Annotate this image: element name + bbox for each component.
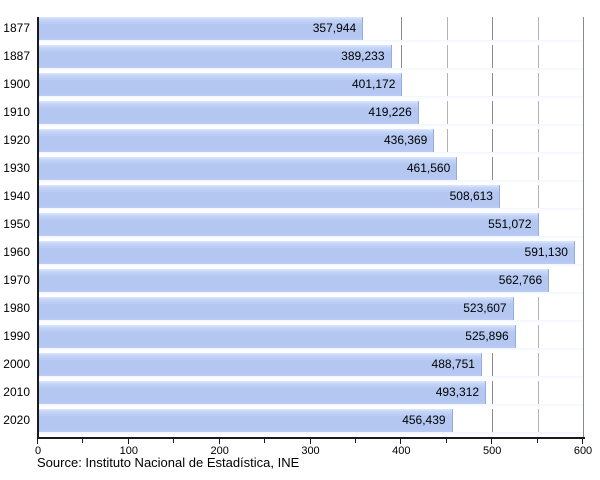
y-axis-label: 1970 bbox=[3, 273, 30, 287]
x-axis-tick-major bbox=[582, 439, 583, 444]
bar-row: 523,607 bbox=[38, 297, 583, 325]
x-axis-tick-label: 100 bbox=[119, 445, 139, 457]
bar-value-label: 525,896 bbox=[465, 329, 509, 343]
bar-2000: 488,751 bbox=[38, 353, 482, 376]
bar-1930: 461,560 bbox=[38, 157, 458, 180]
y-axis-label: 1887 bbox=[3, 49, 30, 63]
x-axis-tick-minor bbox=[354, 439, 356, 443]
gridline-major bbox=[583, 17, 584, 437]
x-axis-tick-major bbox=[37, 439, 38, 444]
bar-value-label: 551,072 bbox=[488, 217, 532, 231]
y-axis-label: 1940 bbox=[3, 189, 30, 203]
bar-row: 401,172 bbox=[38, 73, 583, 101]
y-axis-label: 1950 bbox=[3, 217, 30, 231]
bar-value-label: 508,613 bbox=[449, 189, 493, 203]
bar-row: 419,226 bbox=[38, 101, 583, 129]
bar-value-label: 401,172 bbox=[352, 77, 396, 91]
x-axis-tick-major bbox=[400, 439, 402, 444]
bar-row: 562,766 bbox=[38, 269, 583, 297]
bar-value-label: 419,226 bbox=[368, 105, 412, 119]
y-axis-label: 2010 bbox=[3, 385, 30, 399]
bar-row: 488,751 bbox=[38, 353, 583, 381]
y-axis-label: 1900 bbox=[3, 77, 30, 91]
x-axis-tick-minor bbox=[264, 439, 266, 443]
bar-1990: 525,896 bbox=[38, 325, 516, 348]
x-axis-tick-minor bbox=[445, 439, 447, 443]
y-axis-label: 1930 bbox=[3, 161, 30, 175]
bar-1980: 523,607 bbox=[38, 297, 514, 320]
bar-1900: 401,172 bbox=[38, 73, 403, 96]
x-axis-tick-major bbox=[491, 439, 493, 444]
x-axis-ticks: 0 100 200 300 400 500 600 bbox=[34, 439, 592, 463]
y-axis-label: 1980 bbox=[3, 301, 30, 315]
y-axis-label: 1960 bbox=[3, 245, 30, 259]
bar-1960: 591,130 bbox=[38, 241, 575, 264]
y-axis-label: 2000 bbox=[3, 357, 30, 371]
bar-value-label: 357,944 bbox=[312, 21, 357, 35]
bar-row: 508,613 bbox=[38, 185, 583, 213]
bar-row: 456,439 bbox=[38, 409, 583, 437]
bar-row: 525,896 bbox=[38, 325, 583, 353]
y-axis-labels: 1877 1887 1900 1910 1920 1930 1940 1950 1960 1970… bbox=[0, 17, 33, 437]
bar-2020: 456,439 bbox=[38, 409, 453, 432]
y-axis-label: 1910 bbox=[3, 105, 30, 119]
bar-rows: 357,944 389,233 401,172 419,226 436,369 461,5… bbox=[38, 17, 583, 437]
bar-1940: 508,613 bbox=[38, 185, 500, 208]
x-axis-tick-label: 500 bbox=[482, 445, 502, 457]
bar-value-label: 488,751 bbox=[431, 357, 475, 371]
x-axis-tick-label: 200 bbox=[210, 445, 229, 457]
bar-value-label: 493,312 bbox=[435, 385, 480, 399]
x-axis-tick-label: 600 bbox=[573, 445, 593, 457]
x-axis-tick-minor bbox=[536, 439, 538, 443]
plot-area: 357,944 389,233 401,172 419,226 436,369 461,5… bbox=[38, 17, 584, 437]
bar-row: 493,312 bbox=[38, 381, 583, 409]
x-axis-line bbox=[37, 437, 585, 439]
bar-row: 551,072 bbox=[38, 213, 583, 241]
x-axis-tick-major bbox=[127, 439, 129, 444]
x-axis-tick-label: 0 bbox=[34, 445, 42, 457]
source-text: Source: Instituto Nacional de Estadístic… bbox=[37, 455, 300, 470]
bar-row: 461,560 bbox=[38, 157, 583, 185]
bar-row: 436,369 bbox=[38, 129, 583, 157]
bar-1970: 562,766 bbox=[38, 269, 550, 292]
bar-value-label: 461,560 bbox=[406, 161, 451, 175]
bar-value-label: 562,766 bbox=[498, 273, 543, 287]
bar-1910: 419,226 bbox=[38, 101, 419, 124]
bar-value-label: 456,439 bbox=[402, 413, 446, 427]
y-axis-line bbox=[37, 17, 39, 439]
bar-value-label: 436,369 bbox=[383, 133, 428, 147]
bar-value-label: 523,607 bbox=[463, 301, 507, 315]
x-axis-tick-minor bbox=[173, 439, 175, 443]
bar-1887: 389,233 bbox=[38, 45, 392, 68]
bar-row: 389,233 bbox=[38, 45, 583, 73]
bar-1950: 551,072 bbox=[38, 213, 539, 236]
x-axis-tick-major bbox=[309, 439, 311, 444]
bar-row: 357,944 bbox=[38, 17, 583, 45]
bar-1877: 357,944 bbox=[38, 17, 364, 40]
y-axis-label: 2020 bbox=[3, 413, 30, 427]
x-axis-tick-label: 300 bbox=[301, 445, 320, 457]
y-axis-label: 1920 bbox=[3, 133, 30, 147]
x-axis-tick-major bbox=[218, 439, 220, 444]
y-axis-label: 1877 bbox=[3, 21, 30, 35]
x-axis-tick-minor bbox=[82, 439, 84, 443]
bar-1920: 436,369 bbox=[38, 129, 435, 152]
bar-value-label: 591,130 bbox=[524, 245, 568, 259]
x-axis-tick-label: 400 bbox=[392, 445, 411, 457]
bar-value-label: 389,233 bbox=[341, 49, 385, 63]
bar-row: 591,130 bbox=[38, 241, 583, 269]
bar-2010: 493,312 bbox=[38, 381, 487, 404]
y-axis-label: 1990 bbox=[3, 329, 30, 343]
